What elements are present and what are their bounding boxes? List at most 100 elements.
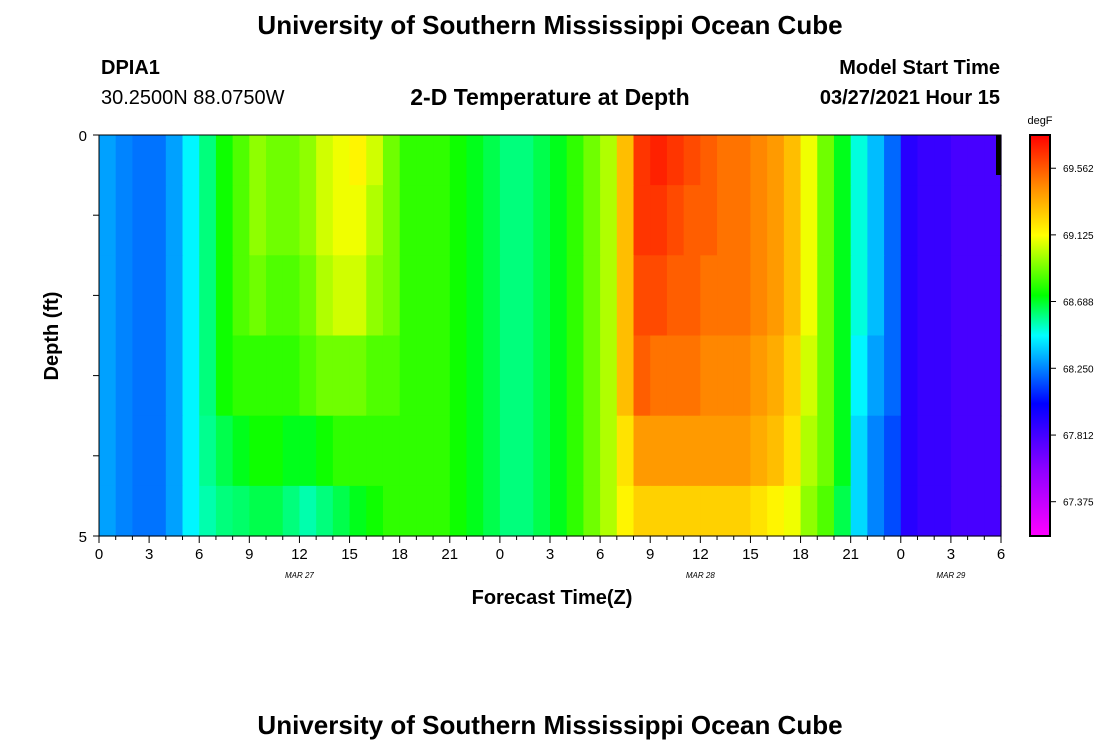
heatmap-cell — [800, 335, 818, 417]
heatmap-cell — [783, 135, 802, 186]
heatmap-cell — [399, 255, 417, 337]
heatmap-cell — [900, 135, 919, 186]
heatmap-cell — [850, 335, 868, 417]
heatmap-cell — [566, 135, 584, 186]
heatmap-cell — [733, 255, 752, 337]
heatmap-cell — [633, 185, 651, 256]
heatmap-cell — [950, 415, 969, 487]
model-start-label: Model Start Time — [839, 57, 1000, 79]
heatmap-cell — [833, 485, 852, 537]
heatmap-cell — [533, 415, 551, 487]
heatmap-cell — [349, 485, 367, 537]
heatmap-cell — [449, 135, 468, 186]
heatmap-cell — [249, 485, 267, 537]
heatmap-cell — [934, 185, 952, 256]
heatmap-cell — [950, 335, 969, 417]
heatmap-cell — [483, 135, 501, 186]
heatmap-cell — [833, 135, 852, 186]
heatmap-cell — [967, 255, 985, 337]
heatmap-cell — [700, 485, 718, 537]
heatmap-cell — [165, 335, 184, 417]
heatmap-cell — [767, 415, 785, 487]
heatmap-cell — [850, 485, 868, 537]
colorbar-tick-label: 69.562 — [1063, 164, 1094, 175]
heatmap-cell — [867, 135, 885, 186]
heatmap-cell — [683, 135, 701, 186]
heatmap-cell — [917, 185, 935, 256]
x-tick-label: 12 — [692, 546, 709, 563]
heatmap-cell — [299, 255, 317, 337]
heatmap-cell — [266, 415, 284, 487]
heatmap-cell — [850, 255, 868, 337]
heatmap-cell — [750, 185, 768, 256]
heatmap-cell — [433, 335, 451, 417]
heatmap-cell — [115, 255, 133, 337]
heatmap-cell — [232, 485, 250, 537]
heatmap-cell — [884, 335, 902, 417]
heatmap-cell — [616, 135, 635, 186]
heatmap-cell — [666, 255, 685, 337]
heatmap-cell — [616, 255, 635, 337]
heatmap-cell — [917, 415, 935, 487]
heatmap-cell — [967, 415, 985, 487]
heatmap-cell — [115, 485, 133, 537]
heatmap-cell — [884, 255, 902, 337]
colorbar-unit: degF — [1027, 115, 1052, 127]
heatmap-cell — [750, 415, 768, 487]
heatmap-cell — [717, 415, 735, 487]
heatmap-cell — [266, 335, 284, 417]
heatmap-cell — [266, 485, 284, 537]
heatmap-cell — [783, 415, 802, 487]
colorbar-tick-label: 68.688 — [1063, 297, 1094, 308]
heatmap-cell — [266, 185, 284, 256]
heatmap-cell — [817, 135, 835, 186]
heatmap-cell — [867, 415, 885, 487]
heatmap-cell — [566, 185, 584, 256]
date-label: MAR 29 — [936, 571, 965, 580]
x-tick-label: 21 — [441, 546, 458, 563]
heatmap-cell — [132, 335, 150, 417]
station-id: DPIA1 — [101, 57, 160, 79]
heatmap-cell — [366, 415, 384, 487]
heatmap-cell — [282, 135, 301, 186]
heatmap-cell — [149, 135, 167, 186]
heatmap-cell — [165, 255, 184, 337]
heatmap-cell — [767, 185, 785, 256]
heatmap-cell — [566, 485, 584, 537]
heatmap-cell — [332, 185, 351, 256]
heatmap-cell — [199, 335, 217, 417]
x-tick-label: 18 — [391, 546, 408, 563]
heatmap-cell — [282, 335, 301, 417]
heatmap-cell — [984, 415, 1002, 487]
heatmap-cell — [249, 185, 267, 256]
heatmap-cell — [99, 185, 117, 256]
y-tick-label: 5 — [79, 529, 87, 546]
heatmap-cell — [382, 255, 401, 337]
heatmap-cell — [550, 135, 568, 186]
heatmap-cell — [382, 415, 401, 487]
heatmap-cell — [850, 185, 868, 256]
heatmap-cell — [650, 335, 668, 417]
heatmap-cell — [817, 185, 835, 256]
heatmap-cell — [533, 255, 551, 337]
heatmap-cell — [149, 415, 167, 487]
colorbar-tick-label: 67.812 — [1063, 431, 1094, 442]
heatmap-cell — [149, 255, 167, 337]
heatmap-cell — [499, 335, 518, 417]
heatmap-cell — [633, 415, 651, 487]
heatmap-cell — [266, 135, 284, 186]
x-axis: 0 3 6 9 12 15 18 21 0 3 6 9 12 15 18 21 0 3 6 MAR 27 MAR 28 M… — [95, 536, 1005, 580]
heatmap-cell — [733, 185, 752, 256]
heatmap-cell — [800, 415, 818, 487]
heatmap-cell — [399, 415, 417, 487]
heatmap-cell — [767, 485, 785, 537]
heatmap-cells — [99, 135, 1002, 537]
heatmap-cell — [767, 335, 785, 417]
heatmap-cell — [199, 255, 217, 337]
heatmap-cell — [583, 415, 601, 487]
heatmap-cell — [850, 135, 868, 186]
heatmap-cell — [516, 135, 534, 186]
heatmap-cell — [650, 255, 668, 337]
heatmap-cell — [115, 415, 133, 487]
